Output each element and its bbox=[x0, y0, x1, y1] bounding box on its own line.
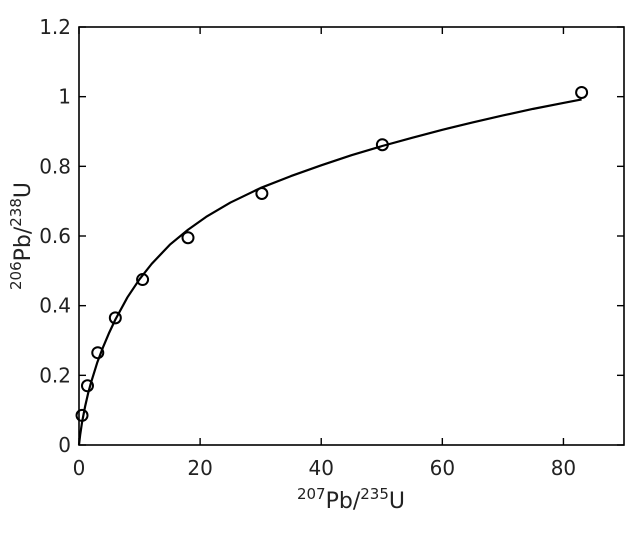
series-layer bbox=[75, 85, 589, 446]
y-axis-title-mass2: 238 bbox=[7, 198, 25, 227]
x-axis-title-mass1: 207 bbox=[297, 485, 326, 503]
x-tick-labels: 0 20 40 60 80 bbox=[73, 456, 577, 480]
y-tick-label: 0.4 bbox=[39, 294, 71, 318]
x-tick-label: 80 bbox=[551, 456, 576, 480]
y-axis-title-mass1: 206 bbox=[7, 261, 25, 290]
x-tick-label: 0 bbox=[73, 456, 86, 480]
data-point-marker bbox=[136, 273, 150, 287]
plot-frame bbox=[78, 26, 625, 446]
y-tick-label: 0.2 bbox=[39, 363, 71, 387]
data-point-marker bbox=[375, 138, 389, 152]
data-point-marker bbox=[575, 85, 589, 99]
y-tick-labels: 0 0.2 0.4 0.6 0.8 1 1.2 bbox=[39, 15, 71, 457]
y-tick-label: 1 bbox=[58, 85, 71, 109]
concordia-curve bbox=[77, 98, 582, 446]
x-axis-title-mass2: 235 bbox=[360, 485, 389, 503]
y-tick-label: 1.2 bbox=[39, 15, 71, 39]
plot-area bbox=[79, 27, 624, 445]
data-point-marker bbox=[91, 346, 105, 360]
data-point-marker bbox=[255, 187, 269, 201]
y-tick-label: 0 bbox=[58, 433, 71, 457]
data-point-marker bbox=[181, 231, 195, 245]
y-axis-title-element1: Pb/ bbox=[11, 226, 36, 261]
data-point-marker bbox=[75, 408, 89, 422]
y-axis-title: 206Pb/238U bbox=[7, 182, 36, 290]
x-axis-title: 207Pb/235U bbox=[297, 485, 405, 514]
x-tick-label: 40 bbox=[308, 456, 333, 480]
y-tick-label: 0.8 bbox=[39, 154, 71, 178]
y-tick-label: 0.6 bbox=[39, 224, 71, 248]
x-tick-label: 20 bbox=[187, 456, 212, 480]
x-tick-label: 60 bbox=[430, 456, 455, 480]
x-axis-title-element2: U bbox=[389, 489, 405, 514]
y-axis-title-element2: U bbox=[11, 182, 36, 198]
data-point-marker bbox=[108, 311, 122, 325]
data-point-marker bbox=[80, 379, 94, 393]
x-axis-title-element1: Pb/ bbox=[326, 489, 361, 514]
